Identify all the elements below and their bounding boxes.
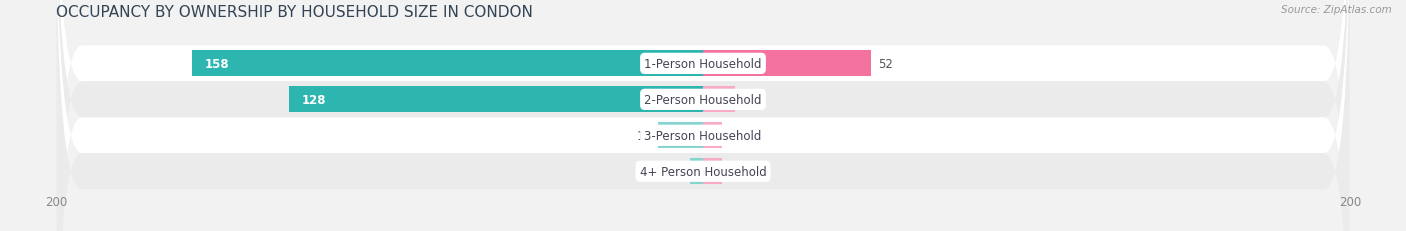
Bar: [703, 51, 872, 77]
Bar: [703, 87, 735, 113]
Text: 10: 10: [742, 93, 756, 106]
FancyBboxPatch shape: [56, 0, 1350, 231]
Text: 4+ Person Household: 4+ Person Household: [640, 165, 766, 178]
Text: Source: ZipAtlas.com: Source: ZipAtlas.com: [1281, 5, 1392, 15]
FancyBboxPatch shape: [56, 0, 1350, 231]
Text: 2-Person Household: 2-Person Household: [644, 93, 762, 106]
Text: 14: 14: [637, 129, 651, 142]
Bar: [193, 51, 703, 77]
Text: 6: 6: [728, 129, 737, 142]
Bar: [658, 123, 703, 149]
Text: 158: 158: [205, 58, 229, 71]
Text: 3-Person Household: 3-Person Household: [644, 129, 762, 142]
Text: OCCUPANCY BY OWNERSHIP BY HOUSEHOLD SIZE IN CONDON: OCCUPANCY BY OWNERSHIP BY HOUSEHOLD SIZE…: [56, 5, 533, 20]
Text: 128: 128: [302, 93, 326, 106]
FancyBboxPatch shape: [56, 0, 1350, 231]
Text: 4: 4: [676, 165, 683, 178]
Text: 6: 6: [728, 165, 737, 178]
Bar: [690, 159, 703, 184]
Text: 52: 52: [877, 58, 893, 71]
Bar: [290, 87, 703, 113]
Bar: [703, 159, 723, 184]
Text: 1-Person Household: 1-Person Household: [644, 58, 762, 71]
Legend: Owner-occupied, Renter-occupied: Owner-occupied, Renter-occupied: [579, 227, 827, 231]
FancyBboxPatch shape: [56, 0, 1350, 231]
Bar: [703, 123, 723, 149]
